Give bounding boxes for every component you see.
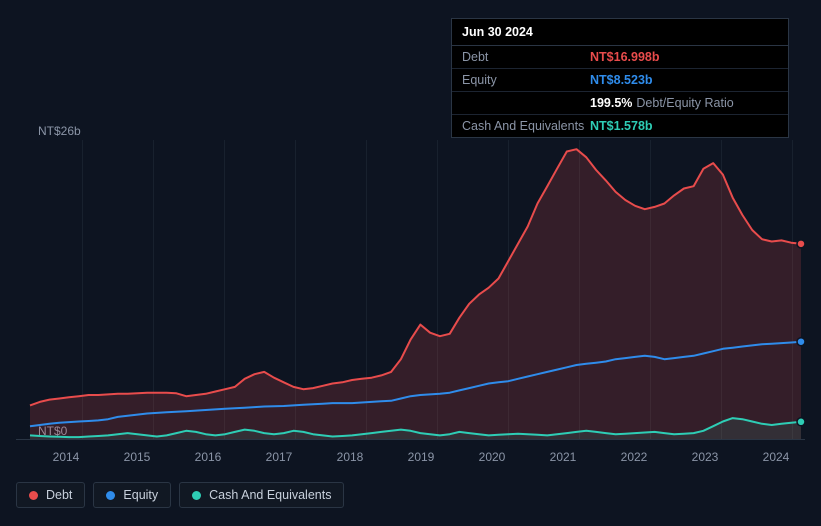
tooltip-row-value: NT$16.998b [590,50,659,64]
legend-item-label: Cash And Equivalents [209,488,331,502]
legend-dot-icon [106,491,115,500]
tooltip-row-value: NT$8.523b [590,73,653,87]
x-axis-tick: 2017 [266,450,293,464]
legend-item-equity[interactable]: Equity [93,482,171,508]
x-axis-tick: 2023 [692,450,719,464]
legend-item-cash-and-equivalents[interactable]: Cash And Equivalents [179,482,344,508]
x-axis-tick: 2018 [337,450,364,464]
tooltip-row: EquityNT$8.523b [452,69,788,92]
tooltip-row: DebtNT$16.998b [452,46,788,69]
x-axis-tick: 2016 [195,450,222,464]
tooltip-row-label: Debt [462,50,590,64]
tooltip-row: Cash And EquivalentsNT$1.578b [452,115,788,137]
legend-dot-icon [29,491,38,500]
tooltip-row-label [462,96,590,110]
plot-area[interactable] [16,140,805,440]
tooltip-row: 199.5% Debt/Equity Ratio [452,92,788,115]
chart-legend: Debt Equity Cash And Equivalents [16,482,344,508]
legend-dot-icon [192,491,201,500]
tooltip-date: Jun 30 2024 [452,19,788,46]
legend-item-label: Debt [46,488,72,502]
x-axis-tick: 2020 [479,450,506,464]
tooltip-row-suffix: Debt/Equity Ratio [636,96,733,110]
chart-tooltip: Jun 30 2024 DebtNT$16.998bEquityNT$8.523… [451,18,789,138]
legend-item-label: Equity [123,488,158,502]
x-axis-tick: 2022 [621,450,648,464]
tooltip-row-label: Cash And Equivalents [462,119,590,133]
x-axis-tick: 2014 [53,450,80,464]
tooltip-row-label: Equity [462,73,590,87]
y-axis-max-label: NT$26b [38,124,81,138]
x-axis-tick: 2024 [763,450,790,464]
tooltip-row-value: NT$1.578b [590,119,653,133]
x-axis-tick: 2019 [408,450,435,464]
x-axis-tick: 2015 [124,450,151,464]
x-axis: 2014 2015 2016 2017 2018 2019 2020 2021 2022 2023… [16,446,805,466]
tooltip-row-value: 199.5% [590,96,632,110]
financial-chart: Jun 30 2024 DebtNT$16.998bEquityNT$8.523… [16,0,805,526]
legend-item-debt[interactable]: Debt [16,482,85,508]
x-axis-tick: 2021 [550,450,577,464]
